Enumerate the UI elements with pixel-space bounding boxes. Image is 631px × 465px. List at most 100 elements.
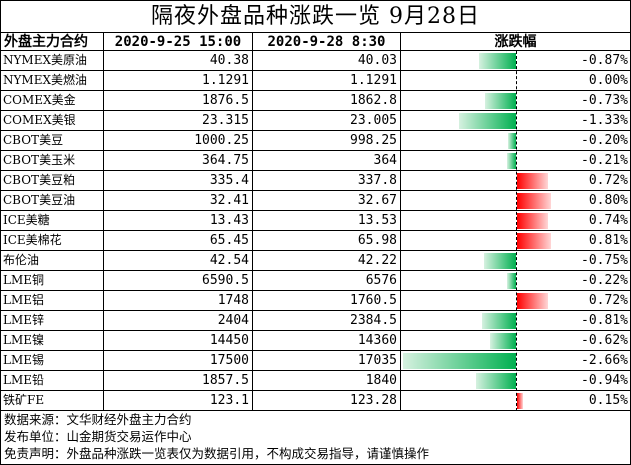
change-percent: 0.00% <box>588 73 628 88</box>
change-percent: 0.80% <box>588 193 628 208</box>
table-row: CBOT美玉米 364.75 364 -0.21% <box>1 151 630 171</box>
price-after: 337.8 <box>253 171 401 190</box>
change-percent: -0.73% <box>581 93 628 108</box>
down-bar <box>476 373 516 389</box>
price-after: 6576 <box>253 271 401 290</box>
price-before: 1000.25 <box>104 131 253 150</box>
price-after: 65.98 <box>253 231 401 250</box>
change-percent: -2.66% <box>581 353 628 368</box>
table-row: ICE美糖 13.43 13.53 0.74% <box>1 211 630 231</box>
table-row: CBOT美豆 1000.25 998.25 -0.20% <box>1 131 630 151</box>
contract-name: COMEX美金 <box>1 91 104 110</box>
price-after: 14360 <box>253 331 401 350</box>
price-after: 32.67 <box>253 191 401 210</box>
price-after: 17035 <box>253 351 401 370</box>
down-bar <box>459 113 516 129</box>
header-change: 涨跌幅 <box>401 33 630 51</box>
contract-name: 布伦油 <box>1 251 104 270</box>
footer-notes: 数据来源：文华财经外盘主力合约 发布单位：山金期货交易运作中心 免责声明：外盘品… <box>1 411 630 464</box>
table-row: COMEX美银 23.315 23.005 -1.33% <box>1 111 630 131</box>
price-after: 123.28 <box>253 391 401 410</box>
contract-name: LME铅 <box>1 371 104 390</box>
up-bar <box>517 193 551 209</box>
table-row: LME铝 1748 1760.5 0.72% <box>1 291 630 311</box>
price-before: 1857.5 <box>104 371 253 390</box>
table-row: 铁矿FE 123.1 123.28 0.15% <box>1 391 630 411</box>
price-after: 1.1291 <box>253 71 401 90</box>
price-before: 65.45 <box>104 231 253 250</box>
change-percent: 0.72% <box>588 173 628 188</box>
price-before: 17500 <box>104 351 253 370</box>
up-bar <box>517 233 552 249</box>
contract-name: CBOT美豆粕 <box>1 171 104 190</box>
footer-source: 数据来源：文华财经外盘主力合约 <box>4 412 192 427</box>
change-percent: -0.62% <box>581 333 628 348</box>
table-row: LME镍 14450 14360 -0.62% <box>1 331 630 351</box>
zero-axis-line <box>516 51 517 411</box>
price-after: 364 <box>253 151 401 170</box>
down-bar <box>484 93 516 109</box>
price-before: 335.4 <box>104 171 253 190</box>
change-percent: -0.87% <box>581 53 628 68</box>
price-after: 2384.5 <box>253 311 401 330</box>
change-percent: -0.81% <box>581 313 628 328</box>
contract-name: NYMEX美原油 <box>1 51 104 70</box>
contract-name: LME铜 <box>1 271 104 290</box>
up-bar <box>517 213 549 229</box>
contract-name: LME铝 <box>1 291 104 310</box>
down-bar <box>489 333 516 349</box>
change-percent: -0.21% <box>581 153 628 168</box>
up-bar <box>517 393 524 409</box>
contract-name: LME镍 <box>1 331 104 350</box>
price-after: 1862.8 <box>253 91 401 110</box>
price-before: 364.75 <box>104 151 253 170</box>
price-after: 1760.5 <box>253 291 401 310</box>
contract-name: 铁矿FE <box>1 391 104 410</box>
contract-name: CBOT美豆油 <box>1 191 104 210</box>
change-percent: -0.75% <box>581 253 628 268</box>
down-bar <box>484 253 516 269</box>
change-percent: 0.74% <box>588 213 628 228</box>
down-bar <box>402 353 516 369</box>
price-after: 40.03 <box>253 51 401 70</box>
price-after: 23.005 <box>253 111 401 130</box>
contract-name: ICE美棉花 <box>1 231 104 250</box>
table-row: CBOT美豆油 32.41 32.67 0.80% <box>1 191 630 211</box>
change-percent: 0.81% <box>588 233 628 248</box>
table-row: LME锡 17500 17035 -2.66% <box>1 351 630 371</box>
table-row: ICE美棉花 65.45 65.98 0.81% <box>1 231 630 251</box>
price-before: 1748 <box>104 291 253 310</box>
header-time2: 2020-9-28 8:30 <box>253 33 401 51</box>
table-row: LME铜 6590.5 6576 -0.22% <box>1 271 630 291</box>
down-bar <box>506 273 516 289</box>
table-row: CBOT美豆粕 335.4 337.8 0.72% <box>1 171 630 191</box>
down-bar <box>507 153 516 169</box>
down-bar <box>481 313 516 329</box>
down-bar <box>479 53 516 69</box>
price-before: 6590.5 <box>104 271 253 290</box>
price-after: 998.25 <box>253 131 401 150</box>
page-title: 隔夜外盘品种涨跌一览 9月28日 <box>1 1 630 33</box>
price-before: 40.38 <box>104 51 253 70</box>
price-before: 2404 <box>104 311 253 330</box>
header-time1: 2020-9-25 15:00 <box>104 33 253 51</box>
header-contract: 外盘主力合约 <box>1 33 104 51</box>
change-percent: -1.33% <box>581 113 628 128</box>
price-before: 32.41 <box>104 191 253 210</box>
price-before: 42.54 <box>104 251 253 270</box>
price-before: 14450 <box>104 331 253 350</box>
change-percent: 0.15% <box>588 393 628 408</box>
price-before: 23.315 <box>104 111 253 130</box>
price-before: 123.1 <box>104 391 253 410</box>
change-percent: -0.22% <box>581 273 628 288</box>
contract-name: COMEX美银 <box>1 111 104 130</box>
price-before: 1.1291 <box>104 71 253 90</box>
table-row: COMEX美金 1876.5 1862.8 -0.73% <box>1 91 630 111</box>
contract-name: LME锡 <box>1 351 104 370</box>
contract-name: LME锌 <box>1 311 104 330</box>
table-row: NYMEX美燃油 1.1291 1.1291 0.00% <box>1 71 630 91</box>
table-row: NYMEX美原油 40.38 40.03 -0.87% <box>1 51 630 71</box>
contract-name: ICE美糖 <box>1 211 104 230</box>
change-percent: -0.20% <box>581 133 628 148</box>
